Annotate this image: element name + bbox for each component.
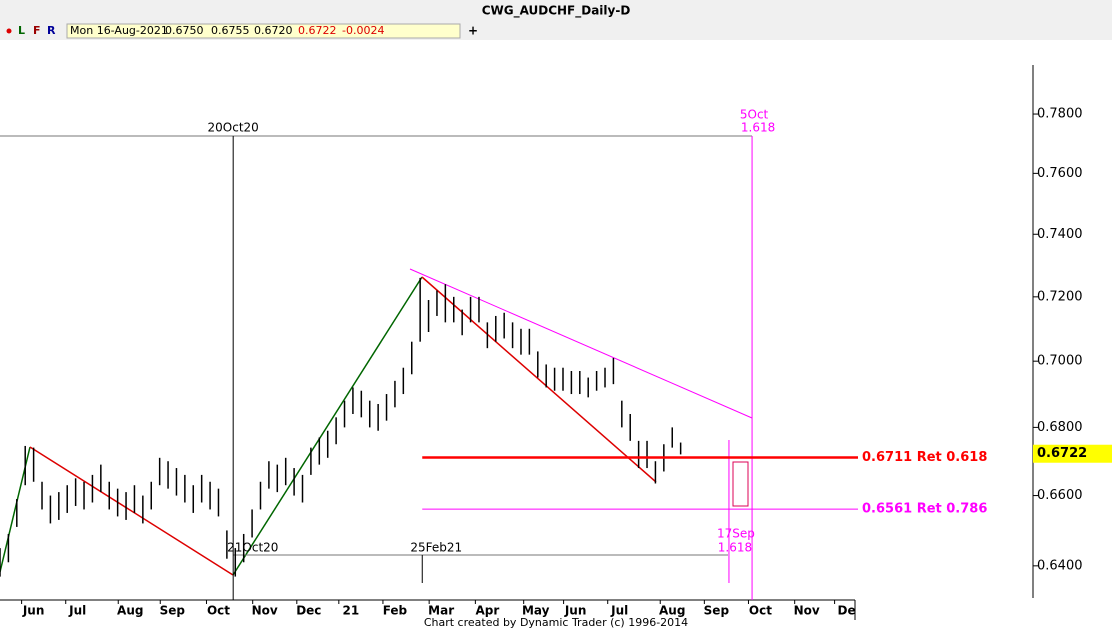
x-tick-label: 21 [342,604,359,618]
x-tick-label: Dec [296,604,321,618]
last-price-badge [1033,444,1112,463]
y-tick-label: 0.7400 [1037,227,1083,242]
title-bar [0,0,1112,22]
info-low: 0.6720 [254,24,293,37]
x-tick-label: Nov [794,604,820,618]
y-tick-label: 0.7000 [1037,354,1083,369]
x-tick-label: May [522,604,550,618]
x-tick-label: Oct [207,604,230,618]
status-dot [6,28,12,34]
info-open: 0.6750 [165,24,204,37]
add-button[interactable]: + [468,24,478,38]
info-change: -0.0024 [342,24,384,37]
swing-down [29,446,234,576]
x-tick-label: Aug [659,604,685,618]
x-tick-label: Mar [428,604,454,618]
x-tick-label: Oct [749,604,772,618]
chart-title: CWG_AUDCHF_Daily-D [482,4,631,19]
annotation-sublabel: 1.618 [741,121,775,135]
x-tick-label: Sep [704,604,730,618]
annotation-label: 25Feb21 [410,541,462,555]
annotation-label: 5Oct [740,108,769,122]
x-tick-label: Apr [475,604,499,618]
time-box [732,461,749,507]
button[interactable]: R [47,24,56,37]
y-tick-label: 0.6400 [1037,558,1083,573]
trend-line [409,268,753,419]
x-tick-label: Sep [160,604,186,618]
annotation-label: 21Oct20 [227,541,278,555]
y-tick-label: 0.6800 [1037,420,1083,435]
info-date: Mon 16-Aug-2021 [70,24,168,37]
button[interactable]: L [18,24,25,37]
x-tick-label: De [838,604,856,618]
y-tick-label: 0.7200 [1037,289,1083,304]
x-tick-label: Aug [117,604,143,618]
y-tick-label: 0.6600 [1037,488,1083,503]
level-label: 0.6561 Ret 0.786 [862,502,987,517]
annotation-label: 17Sep [717,527,755,541]
x-tick-label: Jul [68,604,86,618]
info-box [66,23,461,39]
y-tick-label: 0.7600 [1037,166,1083,181]
annotation-sublabel: 1.618 [718,541,752,555]
swing-up [232,276,423,576]
x-tick-label: Jun [22,604,45,618]
last-price-label: 0.6722 [1037,446,1087,461]
level-label: 0.6711 Ret 0.618 [862,450,987,465]
annotation-label: 20Oct20 [208,121,259,135]
button[interactable]: F [33,24,41,37]
x-tick-label: Nov [252,604,278,618]
info-high: 0.6755 [211,24,250,37]
info-close: 0.6722 [298,24,337,37]
y-tick-label: 0.7800 [1037,107,1083,122]
x-tick-label: Jun [564,604,587,618]
x-tick-label: Feb [383,604,408,618]
footer: Chart created by Dynamic Trader (c) 1996… [424,616,688,629]
x-tick-label: Jul [610,604,628,618]
swing-down [421,276,657,483]
